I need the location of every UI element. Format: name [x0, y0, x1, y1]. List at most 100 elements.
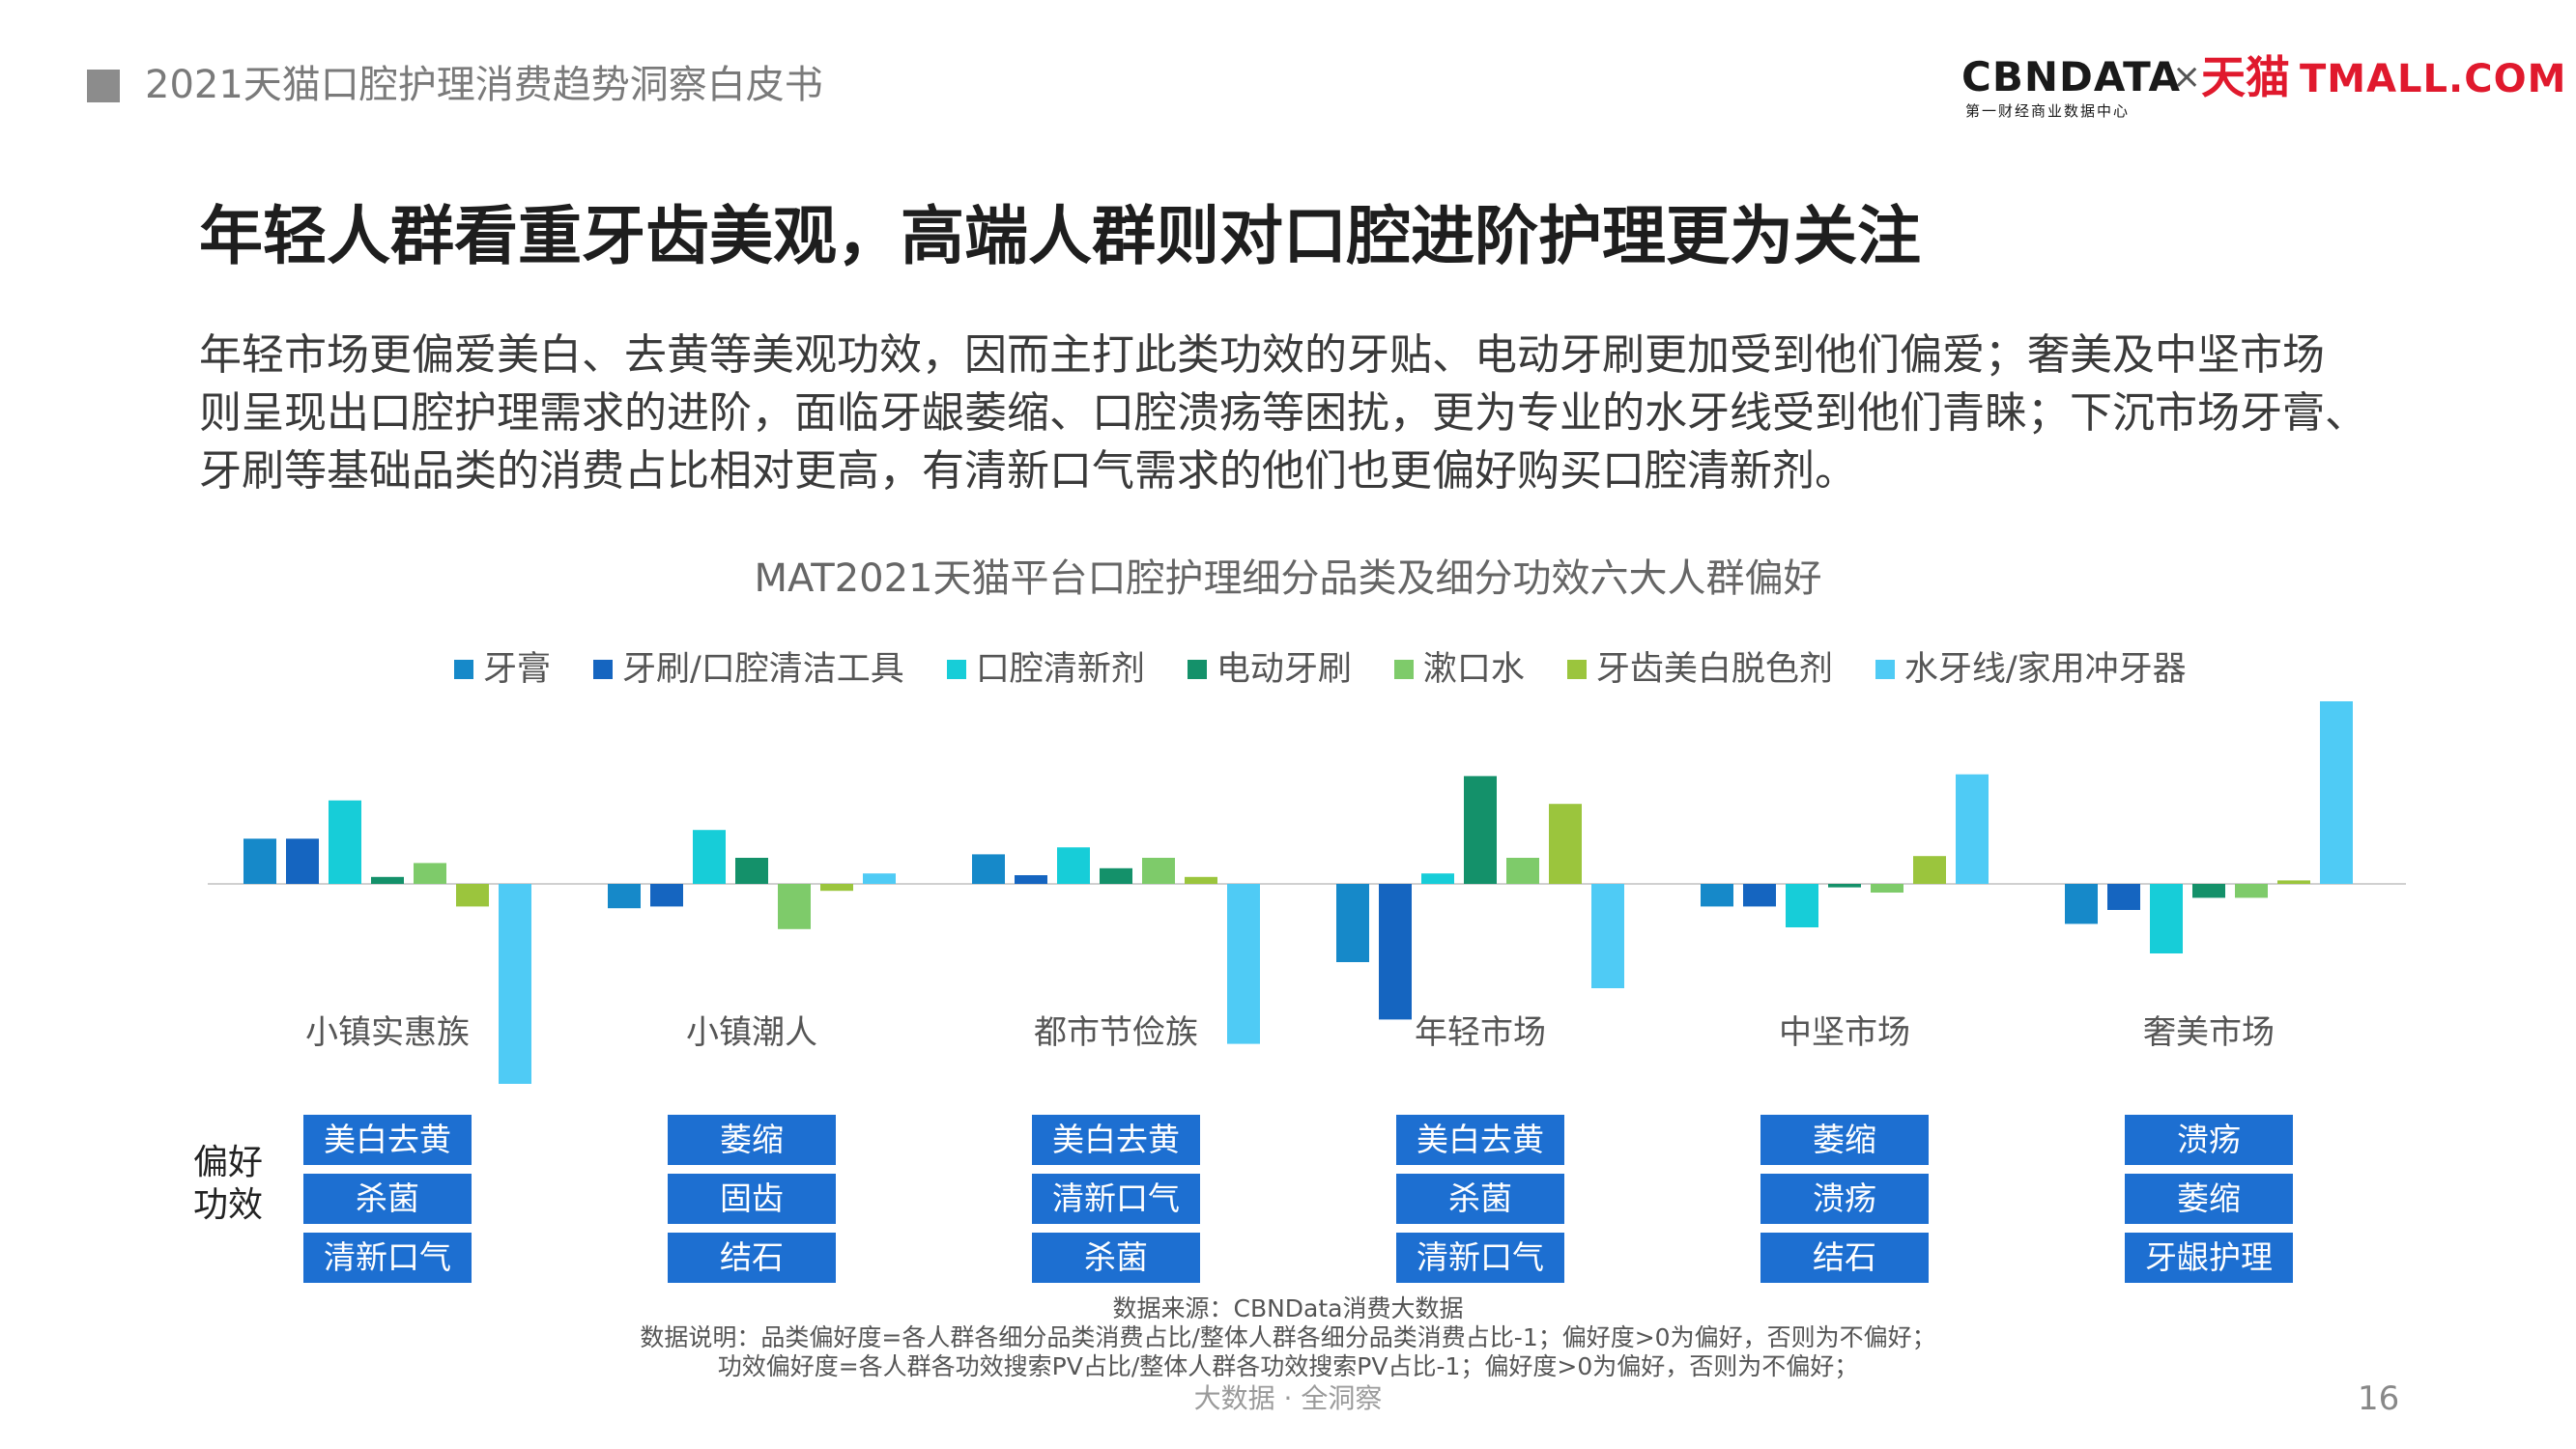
bar: [1591, 884, 1624, 988]
efficacy-badge: 杀菌: [1032, 1233, 1200, 1283]
bar: [371, 876, 404, 884]
bar: [1100, 867, 1132, 884]
bar: [2150, 884, 2183, 953]
bar: [1701, 884, 1733, 907]
efficacy-badge: 清新口气: [303, 1233, 472, 1283]
category-label: 中坚市场: [1779, 1013, 1910, 1052]
body-paragraph: 年轻市场更偏爱美白、去黄等美观功效，因而主打此类功效的牙贴、电动牙刷更加受到他们…: [199, 327, 2460, 500]
bar-chart: 小镇实惠族 小镇潮人 都市节俭族 年轻市场 中坚市场 奢美市场: [208, 701, 2406, 1084]
bar: [820, 884, 853, 892]
bar: [1828, 884, 1861, 888]
bar: [1956, 774, 1989, 884]
efficacy-badge: 萎缩: [2125, 1174, 2293, 1224]
category-label: 小镇实惠族: [305, 1013, 470, 1052]
bar: [286, 838, 319, 884]
bar: [650, 884, 683, 907]
bar: [1336, 884, 1369, 962]
bar: [2107, 884, 2140, 910]
bar: [243, 838, 276, 884]
bar: [1506, 858, 1539, 884]
legend-label: 牙膏: [483, 650, 552, 689]
bar: [693, 830, 726, 884]
page-number: 16: [2358, 1379, 2400, 1418]
bar: [735, 858, 768, 884]
body-line: 则呈现出口腔护理需求的进阶，面临牙龈萎缩、口腔溃疡等困扰，更为专业的水牙线受到他…: [199, 388, 2367, 438]
data-note: 数据说明：品类偏好度=各人群各细分品类消费占比/整体人群各细分品类消费占比-1；…: [640, 1323, 1936, 1351]
efficacy-label-line: 功效: [192, 1185, 263, 1225]
bar: [2235, 884, 2268, 898]
bar: [1142, 858, 1175, 884]
legend-swatch: [593, 660, 614, 679]
bar: [1871, 884, 1903, 893]
legend-item: 牙刷/口腔清洁工具: [593, 648, 904, 691]
bar: [608, 884, 641, 909]
tmall-logo-cn: 天猫: [2201, 51, 2290, 103]
bar: [778, 884, 811, 929]
cbndata-logo: CBNDATA: [1961, 53, 2181, 100]
category-label: 年轻市场: [1415, 1013, 1546, 1052]
legend-swatch: [946, 660, 966, 679]
bar: [1227, 884, 1260, 1044]
legend-item: 牙膏: [454, 648, 551, 691]
legend-label: 口腔清新剂: [975, 650, 1145, 689]
legend-label: 牙齿美白脱色剂: [1595, 650, 1833, 689]
efficacy-badge: 萎缩: [1760, 1115, 1929, 1165]
legend-label: 水牙线/家用冲牙器: [1903, 650, 2187, 689]
efficacy-badge: 溃疡: [1760, 1174, 1929, 1224]
cbndata-logo-subtitle: 第一财经商业数据中心: [1965, 102, 2131, 120]
efficacy-label-line: 偏好: [192, 1143, 263, 1182]
header-marker: [87, 70, 120, 102]
efficacy-badge: 萎缩: [668, 1115, 836, 1165]
efficacy-row-label: 偏好 功效: [189, 1142, 267, 1227]
body-line: 牙刷等基础品类的消费占比相对更高，有清新口气需求的他们也更偏好购买口腔清新剂。: [199, 446, 1857, 496]
efficacy-badge: 杀菌: [303, 1174, 472, 1224]
chart-legend: 牙膏 牙刷/口腔清洁工具 口腔清新剂 电动牙刷 漱口水 牙齿美白脱色剂 水牙线/…: [454, 645, 2229, 694]
legend-swatch: [1875, 660, 1895, 679]
footer-tagline: 大数据 · 全洞察: [1193, 1382, 1383, 1414]
legend-item: 电动牙刷: [1187, 648, 1352, 691]
bar: [2320, 701, 2353, 884]
category-label: 奢美市场: [2143, 1013, 2275, 1052]
bar: [2277, 880, 2310, 884]
legend-item: 口腔清新剂: [946, 648, 1145, 691]
legend-item: 牙齿美白脱色剂: [1566, 648, 1833, 691]
logo-separator: ×: [2172, 57, 2202, 97]
bar: [1421, 873, 1454, 884]
efficacy-badge: 固齿: [668, 1174, 836, 1224]
legend-item: 漱口水: [1393, 648, 1525, 691]
legend-label: 电动牙刷: [1216, 650, 1352, 689]
legend-label: 牙刷/口腔清洁工具: [622, 650, 904, 689]
efficacy-badge: 牙龈护理: [2125, 1233, 2293, 1283]
bar: [1549, 804, 1582, 884]
bar: [1743, 884, 1776, 907]
bar: [499, 884, 531, 1084]
bar: [2065, 884, 2098, 924]
brand-logos: CBNDATA 第一财经商业数据中心 × 天猫 TMALL.COM: [1961, 50, 2565, 128]
efficacy-badge: 美白去黄: [303, 1115, 472, 1165]
legend-label: 漱口水: [1422, 650, 1525, 689]
efficacy-badge: 结石: [668, 1233, 836, 1283]
bar: [1057, 847, 1090, 884]
efficacy-badge: 结石: [1760, 1233, 1929, 1283]
legend-item: 水牙线/家用冲牙器: [1875, 648, 2187, 691]
efficacy-badge: 溃疡: [2125, 1115, 2293, 1165]
efficacy-badge: 杀菌: [1396, 1174, 1564, 1224]
efficacy-badge: 清新口气: [1032, 1174, 1200, 1224]
bar: [1379, 884, 1412, 1020]
category-label: 小镇潮人: [686, 1013, 817, 1052]
bar: [1464, 776, 1497, 884]
bar: [2192, 884, 2225, 898]
data-note: 功效偏好度=各人群各功效搜索PV占比/整体人群各功效搜索PV占比-1；偏好度>0…: [717, 1352, 1859, 1380]
page-headline: 年轻人群看重牙齿美观，高端人群则对口腔进阶护理更为关注: [199, 199, 1921, 273]
bar: [456, 884, 489, 907]
bar: [1015, 875, 1047, 884]
category-label: 都市节俭族: [1034, 1013, 1198, 1052]
bar: [329, 800, 361, 884]
bar: [1185, 876, 1217, 884]
legend-swatch: [1566, 660, 1587, 679]
bar: [414, 863, 446, 884]
tmall-logo-en: TMALL.COM: [2300, 57, 2567, 101]
legend-swatch: [1393, 660, 1414, 679]
legend-swatch: [454, 660, 473, 679]
document-title: 2021天猫口腔护理消费趋势洞察白皮书: [145, 63, 823, 107]
